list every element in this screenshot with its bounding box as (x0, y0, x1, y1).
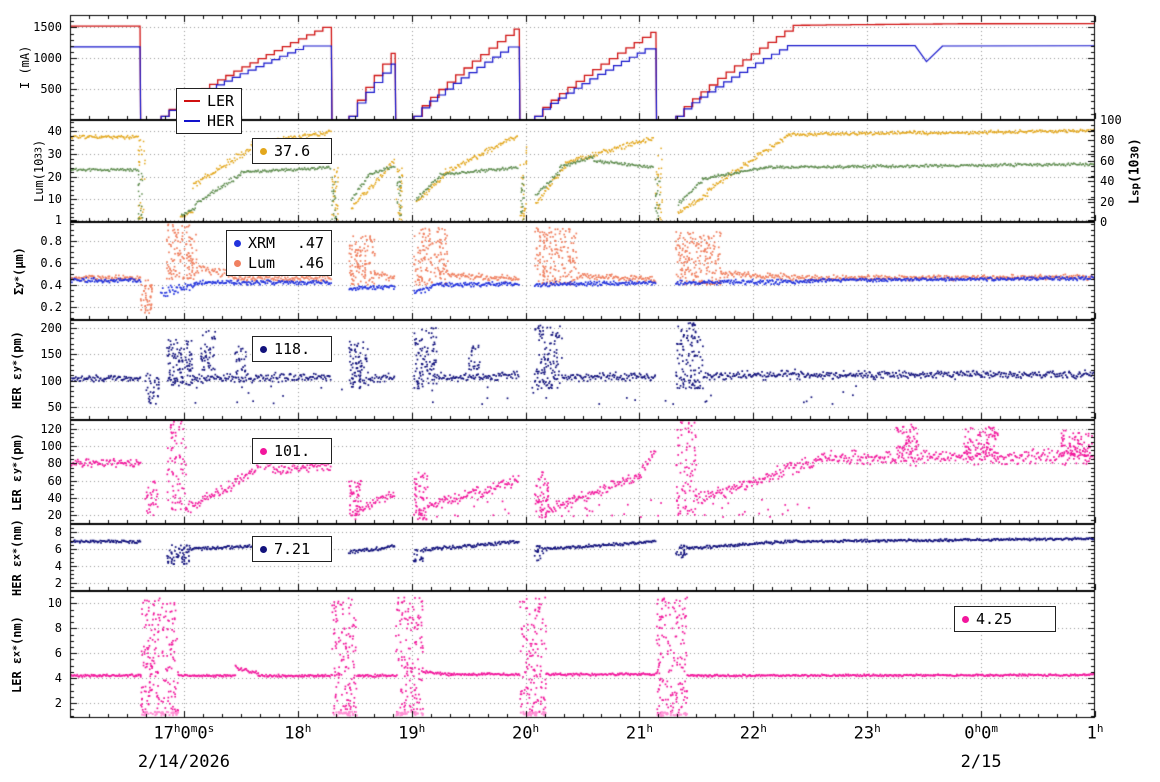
legend-label: 4.25 (976, 610, 1013, 628)
legend-row: 37.6 (260, 141, 324, 161)
y-axis-label-beam-current: I (mA) (18, 45, 32, 90)
y-tick-label: 10 (47, 596, 62, 611)
legend-row: 101. (260, 441, 324, 461)
legend-value: .47 (296, 234, 324, 252)
y-tick-label: 6 (54, 542, 62, 557)
legend-row: 118. (260, 339, 324, 359)
right-tick-label: 60 (1100, 153, 1115, 168)
y-tick-label: 100 (40, 373, 62, 388)
y-tick-label: 1500 (33, 20, 62, 35)
legend-her-ey: 118. (252, 336, 332, 362)
right-tick-label: 40 (1100, 174, 1115, 189)
x-tick-label: 21h (625, 722, 653, 744)
y-tick-label: 1000 (33, 51, 62, 66)
right-tick-label: 20 (1100, 194, 1115, 209)
y-tick-label: 20 (47, 169, 62, 184)
x-tick-label: 17h0m0s (153, 722, 215, 744)
y-tick-label: 8 (54, 525, 62, 540)
right-tick-label: 100 (1100, 113, 1122, 127)
y-tick-label: 60 (47, 473, 62, 488)
y-tick-label: 40 (47, 491, 62, 505)
legend-dot-marker (260, 447, 267, 455)
x-tick-label: 18h (284, 722, 312, 744)
legend-label: 118. (274, 340, 311, 358)
legend-row: XRM .47 (234, 233, 324, 253)
y-axis-label-luminosity: Lum(10 33) (32, 139, 46, 203)
legend-ler-ey: 101. (252, 438, 332, 464)
legend-label: 101. (274, 442, 311, 460)
legend-luminosity: 37.6 (252, 138, 332, 164)
y-tick-label: 6 (54, 646, 62, 661)
right-tick-label: 0 (1100, 215, 1108, 229)
legend-row: HER (184, 111, 234, 131)
x-tick-label: 19h (398, 722, 426, 744)
legend-sigma-y: XRM .47 Lum .46 (226, 230, 332, 276)
legend-label: XRM (248, 234, 276, 252)
legend-dot-marker (962, 615, 969, 623)
x-tick-label: 0h0m (964, 722, 998, 744)
right-tick-label: 80 (1100, 133, 1115, 148)
legend-beam-current: LER HER (176, 88, 242, 134)
legend-value: .46 (296, 254, 324, 272)
legend-label: HER (207, 112, 235, 130)
x-axis-date-right: 2/15 (960, 752, 1002, 772)
legend-label: LER (207, 92, 235, 110)
y-tick-label: 150 (40, 347, 62, 362)
y-tick-label: 50 (47, 399, 62, 414)
legend-dot-marker (234, 259, 241, 267)
y-tick-label: 20 (47, 508, 62, 523)
legend-dot-marker (260, 147, 267, 155)
legend-row: 7.21 (260, 539, 324, 559)
y-tick-label: 80 (47, 456, 62, 471)
y-tick-label: 4 (54, 671, 62, 686)
legend-ler-ex: 4.25 (954, 606, 1056, 632)
y-tick-label: 200 (40, 320, 62, 335)
y-tick-label: 10 (47, 192, 62, 207)
y-tick-label: 2 (54, 696, 62, 711)
y-tick-label: 1 (54, 212, 62, 227)
legend-line-marker (184, 100, 200, 102)
y-tick-label: 30 (47, 147, 62, 161)
y-tick-label: 2 (54, 575, 62, 590)
y-tick-label: 0.8 (40, 233, 62, 248)
legend-dot-marker (260, 345, 267, 353)
legend-her-ex: 7.21 (252, 536, 332, 562)
y-tick-label: 0.4 (40, 277, 62, 292)
y-tick-label: 0.6 (40, 255, 62, 270)
legend-line-marker (184, 120, 200, 122)
legend-row: 4.25 (962, 609, 1048, 629)
y-axis-label-ler-ey: LER ε y* (pm) (10, 433, 24, 511)
legend-row: Lum .46 (234, 253, 324, 273)
x-tick-label: 20h (511, 722, 540, 744)
legend-label: Lum (248, 254, 276, 272)
legend-dot-marker (260, 545, 267, 553)
x-tick-label: 23h (853, 722, 881, 744)
legend-label: 7.21 (274, 540, 311, 558)
y-tick-label: 40 (47, 124, 62, 139)
y-tick-label: 0.2 (40, 299, 62, 314)
y-tick-label: 8 (54, 621, 62, 636)
legend-row: LER (184, 91, 234, 111)
x-tick-label: 1h (1086, 722, 1104, 744)
y-axis-label-her-ex: HER ε x* (nm) (10, 518, 24, 597)
legend-dot-marker (234, 239, 241, 247)
y-tick-label: 100 (40, 439, 62, 453)
y-axis-label-ler-ex: LER ε x* (nm) (10, 615, 24, 694)
y-axis-label-her-ey: HER ε y* (pm) (10, 331, 24, 409)
x-axis-date-left: 2/14/2026 (137, 752, 230, 772)
y-tick-label: 120 (40, 421, 62, 436)
y-tick-label: 500 (40, 82, 62, 97)
y-tick-label: 4 (54, 558, 62, 573)
x-tick-label: 22h (739, 722, 767, 744)
legend-label: 37.6 (274, 142, 311, 160)
